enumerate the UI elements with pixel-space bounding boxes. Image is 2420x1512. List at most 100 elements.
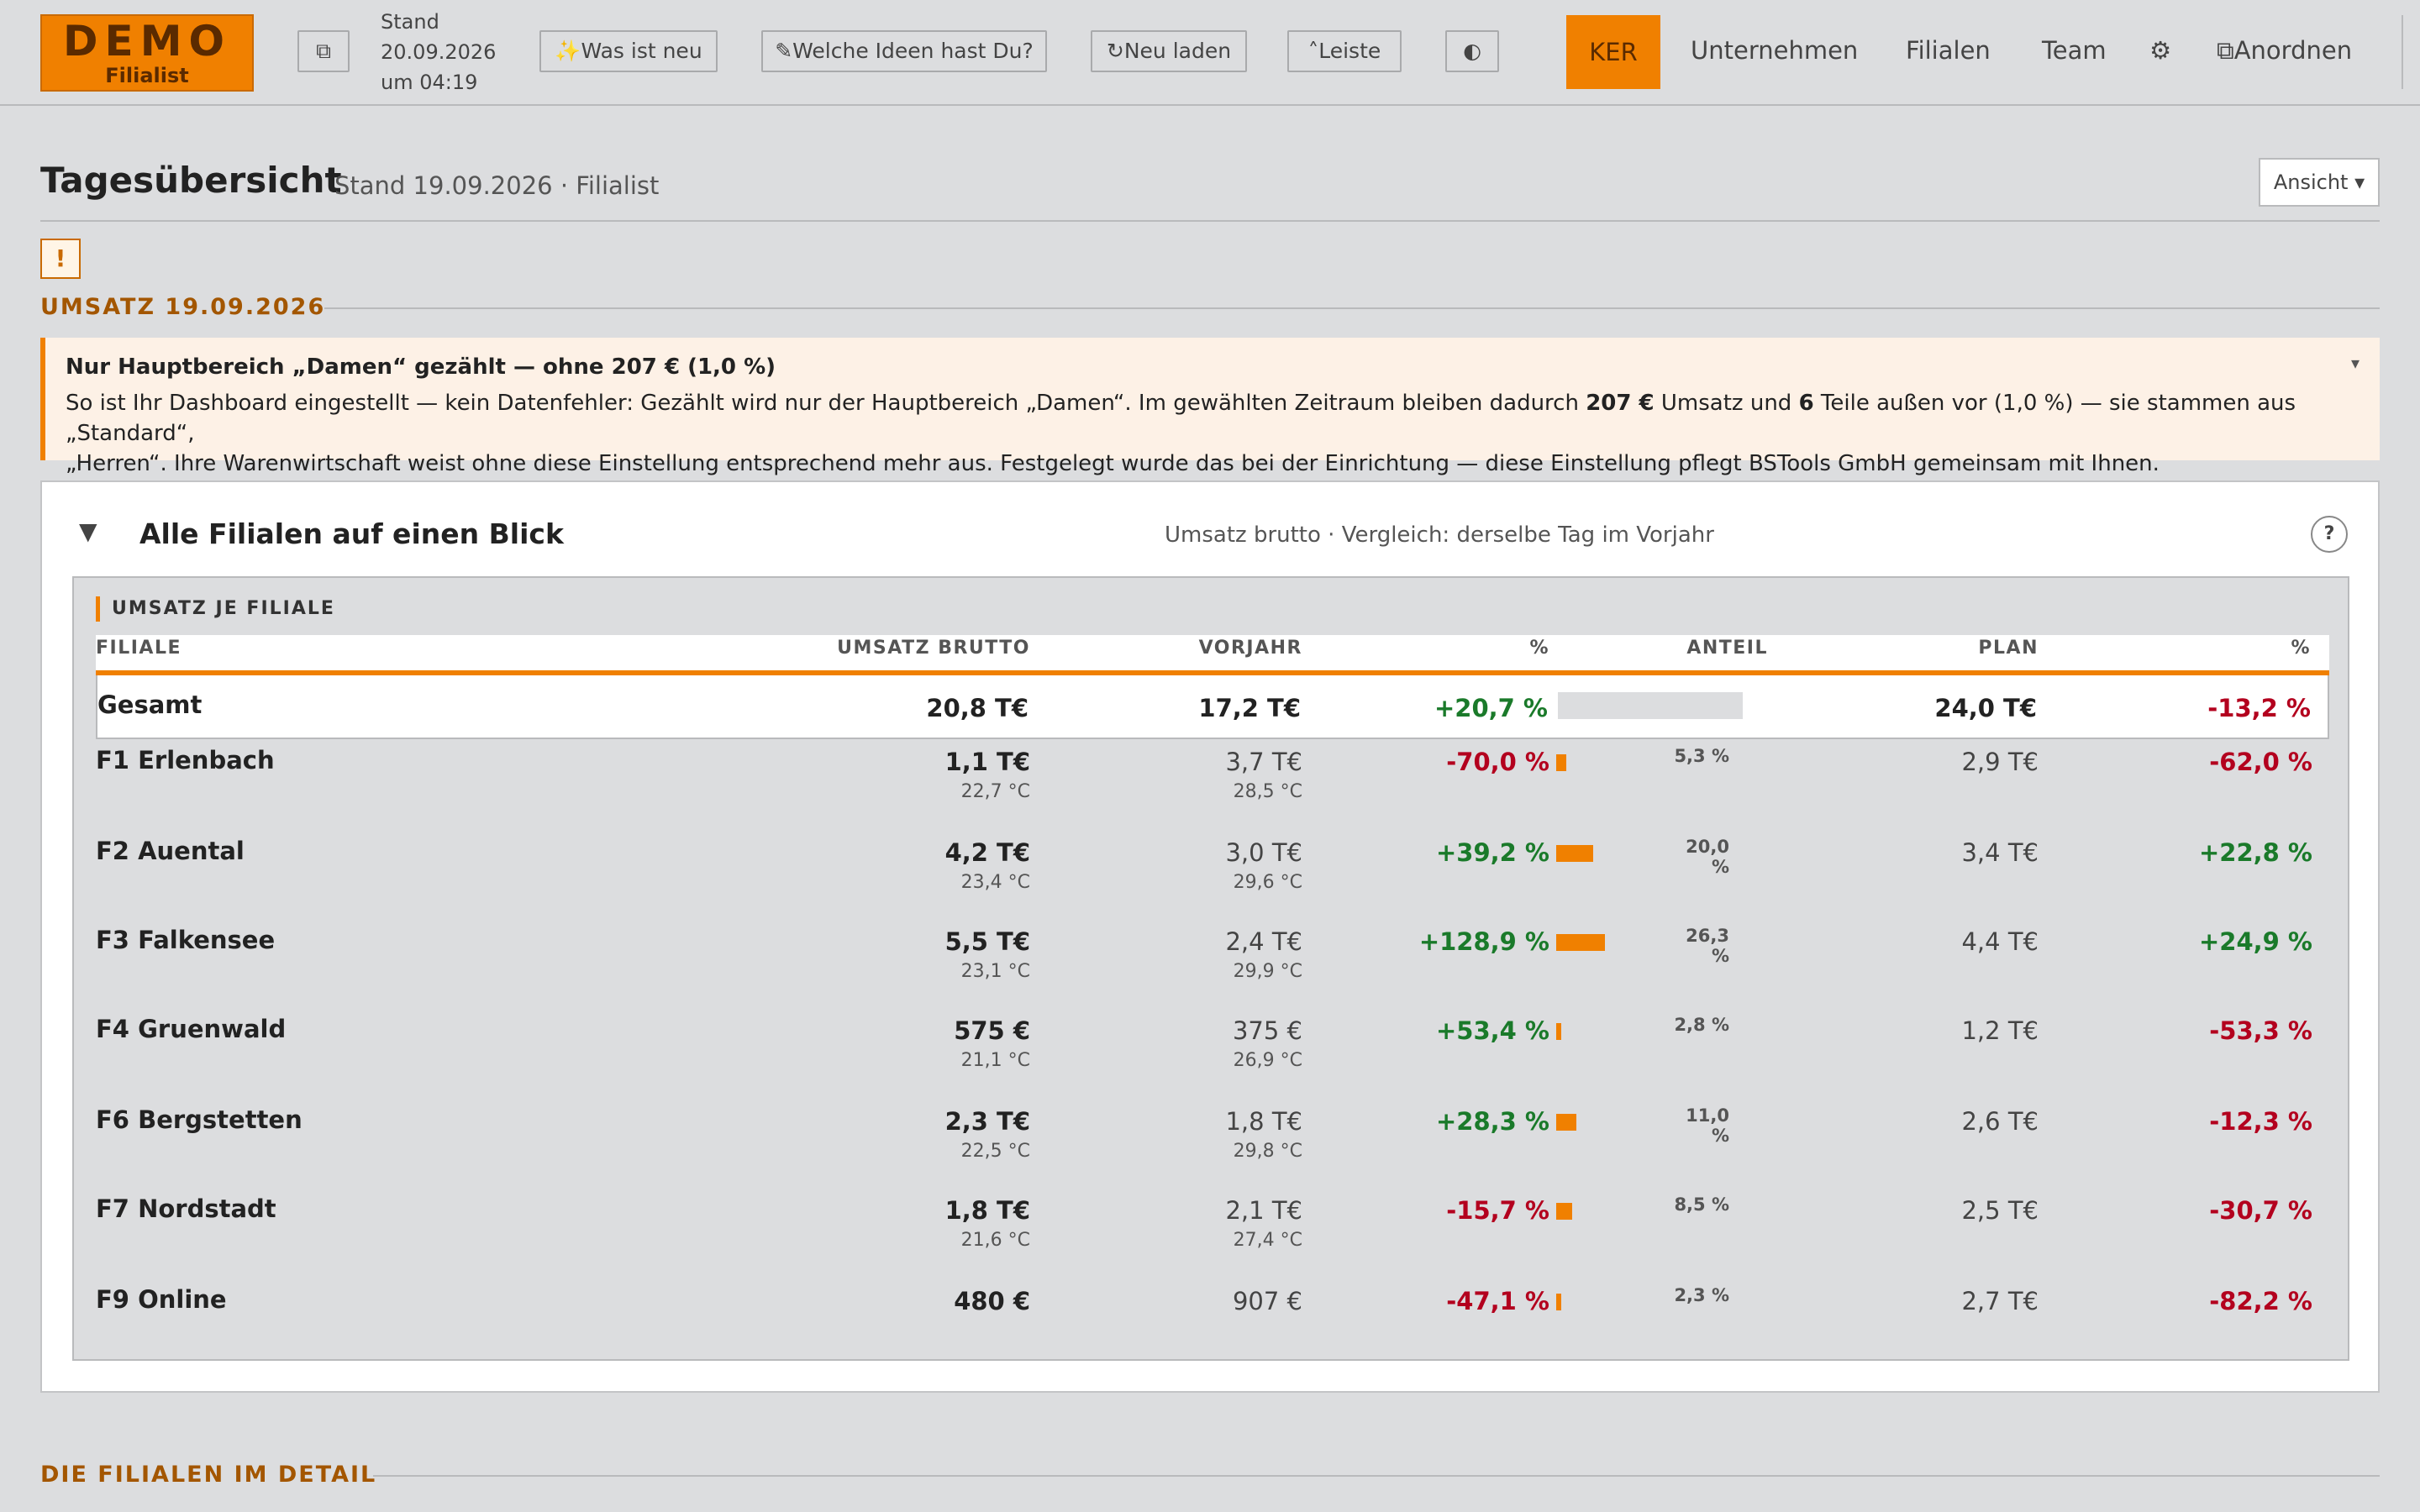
table-row[interactable]: F3 Falkensee 5,5 T€ 23,1 °C 2,4 T€ 29,9 °C +1…: [96, 922, 2329, 1011]
top-bar: DEMO Filialist ⧉ Stand 20.09.2026 um 04:…: [0, 0, 2420, 106]
branch-name[interactable]: F9 Online: [96, 1285, 227, 1314]
branch-prev-temperature: 29,9 °C: [1233, 961, 1302, 982]
divider: [40, 220, 2380, 222]
divider: [324, 307, 2380, 309]
branch-plan-pct: -30,7 %: [2209, 1196, 2312, 1225]
branch-temperature: 23,1 °C: [960, 961, 1030, 982]
table-row[interactable]: F4 Gruenwald 575 € 21,1 °C 375 € 26,9 °C +53,…: [96, 1011, 2329, 1100]
nav-filialen[interactable]: Filialen: [1906, 36, 1991, 65]
nav-unternehmen[interactable]: Unternehmen: [1691, 36, 1859, 65]
help-button[interactable]: ?: [2311, 516, 2348, 553]
branch-share: 20,0 %: [1686, 837, 1729, 877]
stand-label: Stand: [381, 10, 439, 34]
reload-button[interactable]: ↻Neu laden: [1091, 30, 1247, 72]
toggle-bar-button[interactable]: ˄Leiste: [1287, 30, 1402, 72]
branch-prev-revenue: 2,1 T€: [1225, 1196, 1302, 1225]
branch-share: 8,5 %: [1674, 1194, 1729, 1215]
branch-name[interactable]: F7 Nordstadt: [96, 1194, 276, 1223]
revenue-table: UMSATZ JE FILIALE FILIALE UMSATZ BRUTTO …: [72, 576, 2349, 1361]
page-subtitle: Stand 19.09.2026 · Filialist: [334, 171, 660, 200]
branch-name[interactable]: F3 Falkensee: [96, 926, 276, 954]
branch-share: 26,3 %: [1686, 926, 1729, 966]
nav-anordnen[interactable]: ⧉Anordnen: [2217, 36, 2353, 65]
table-row[interactable]: F9 Online 480 € 907 € -47,1 % 2,3 % 2,7 T€ -82…: [96, 1282, 2329, 1371]
header-plan[interactable]: PLAN: [1978, 638, 2039, 659]
stand-date: 20.09.2026: [381, 40, 497, 64]
branch-plan: 1,2 T€: [1961, 1016, 2039, 1045]
branch-pct-change: +39,2 %: [1435, 838, 1549, 867]
header-branch[interactable]: FILIALE: [96, 638, 182, 659]
branch-share-bar: [1556, 1294, 1561, 1310]
collapse-icon[interactable]: ▾: [2350, 353, 2360, 373]
notice-count: 6: [1798, 391, 1814, 416]
table-row[interactable]: F7 Nordstadt 1,8 T€ 21,6 °C 2,1 T€ 27,4 °C -1…: [96, 1191, 2329, 1280]
header-share[interactable]: ANTEIL: [1686, 638, 1768, 659]
branch-plan: 2,9 T€: [1961, 748, 2039, 776]
notice-body: So ist Ihr Dashboard eingestellt — kein …: [66, 388, 2360, 479]
branch-prev-revenue: 375 €: [1232, 1016, 1302, 1045]
branch-name[interactable]: F6 Bergstetten: [96, 1105, 302, 1134]
branch-revenue: 1,1 T€: [944, 748, 1030, 776]
header-revenue[interactable]: UMSATZ BRUTTO: [837, 638, 1030, 659]
header-pct[interactable]: %: [1529, 638, 1549, 659]
branch-pct-change: +128,9 %: [1418, 927, 1549, 956]
table-row[interactable]: F6 Bergstetten 2,3 T€ 22,5 °C 1,8 T€ 29,8 °C…: [96, 1102, 2329, 1191]
branch-prev-revenue: 3,0 T€: [1225, 838, 1302, 867]
branch-plan: 2,6 T€: [1961, 1107, 2039, 1136]
notice-amount: 207 €: [1586, 391, 1655, 416]
branch-name[interactable]: F4 Gruenwald: [96, 1015, 287, 1043]
theme-toggle-button[interactable]: ◐: [1445, 30, 1499, 72]
view-dropdown[interactable]: Ansicht ▾: [2259, 158, 2380, 207]
table-row[interactable]: F2 Auental 4,2 T€ 23,4 °C 3,0 T€ 29,6 °C +39,…: [96, 833, 2329, 922]
branch-share-bar: [1556, 934, 1605, 951]
ideas-button[interactable]: ✎Welche Ideen hast Du?: [761, 30, 1047, 72]
notice-text: So ist Ihr Dashboard eingestellt — kein …: [66, 391, 1586, 416]
copy-button[interactable]: ⧉: [297, 30, 350, 72]
total-prev: 17,2 T€: [1198, 694, 1301, 722]
branch-temperature: 22,7 °C: [960, 781, 1030, 802]
header-prev[interactable]: VORJAHR: [1198, 638, 1302, 659]
branch-share-bar: [1556, 1203, 1572, 1220]
branch-share: 11,0 %: [1686, 1105, 1729, 1146]
total-row[interactable]: Gesamt 20,8 T€ 17,2 T€ +20,7 % 24,0 T€ -…: [96, 675, 2329, 739]
nav-team[interactable]: Team: [2042, 36, 2107, 65]
page-title: Tagesübersicht: [40, 160, 342, 201]
whats-new-button[interactable]: ✨Was ist neu: [539, 30, 718, 72]
branch-share: 5,3 %: [1674, 746, 1729, 766]
total-revenue: 20,8 T€: [926, 694, 1028, 722]
branch-plan-pct: +24,9 %: [2198, 927, 2312, 956]
contrast-icon: ◐: [1463, 39, 1481, 63]
branch-prev-revenue: 2,4 T€: [1225, 927, 1302, 956]
header-plan-pct[interactable]: %: [2291, 638, 2311, 659]
branch-pct-change: +28,3 %: [1435, 1107, 1549, 1136]
branch-prev-temperature: 29,8 °C: [1233, 1141, 1302, 1162]
warning-icon[interactable]: !: [40, 239, 81, 279]
demo-logo[interactable]: DEMO Filialist: [40, 14, 254, 92]
branch-plan-pct: -12,3 %: [2209, 1107, 2312, 1136]
notice-title: Nur Hauptbereich „Damen“ gezählt — ohne …: [66, 354, 776, 380]
branch-plan: 4,4 T€: [1961, 927, 2039, 956]
branch-revenue: 1,8 T€: [944, 1196, 1030, 1225]
branch-revenue: 5,5 T€: [944, 927, 1030, 956]
branch-share-bar: [1556, 1023, 1561, 1040]
branch-prev-revenue: 907 €: [1232, 1287, 1302, 1315]
total-pct: +20,7 %: [1434, 694, 1548, 722]
panel-title[interactable]: Alle Filialen auf einen Blick: [139, 517, 564, 550]
branch-name[interactable]: F1 Erlenbach: [96, 746, 275, 774]
branch-name[interactable]: F2 Auental: [96, 837, 245, 865]
settings-icon[interactable]: ⚙: [2149, 36, 2171, 65]
branch-share-bar: [1556, 754, 1566, 771]
branch-plan: 2,5 T€: [1961, 1196, 2039, 1225]
collapse-toggle-icon[interactable]: ▼: [79, 517, 97, 545]
branch-pct-change: -47,1 %: [1446, 1287, 1549, 1315]
branch-share-bar: [1556, 845, 1593, 862]
branch-prev-temperature: 26,9 °C: [1233, 1050, 1302, 1071]
notice-text: Teile außen vor (1,0 %) — sie stammen au…: [66, 391, 2296, 446]
table-row[interactable]: F1 Erlenbach 1,1 T€ 22,7 °C 3,7 T€ 28,5 °C -7…: [96, 743, 2329, 832]
logo-subtitle: Filialist: [105, 64, 189, 87]
branch-pct-change: +53,4 %: [1435, 1016, 1549, 1045]
total-plan-pct: -13,2 %: [2207, 694, 2311, 722]
panel-subtitle: Umsatz brutto · Vergleich: derselbe Tag …: [1165, 522, 1714, 548]
branch-revenue: 2,3 T€: [944, 1107, 1030, 1136]
nav-ker[interactable]: KER: [1566, 15, 1660, 89]
